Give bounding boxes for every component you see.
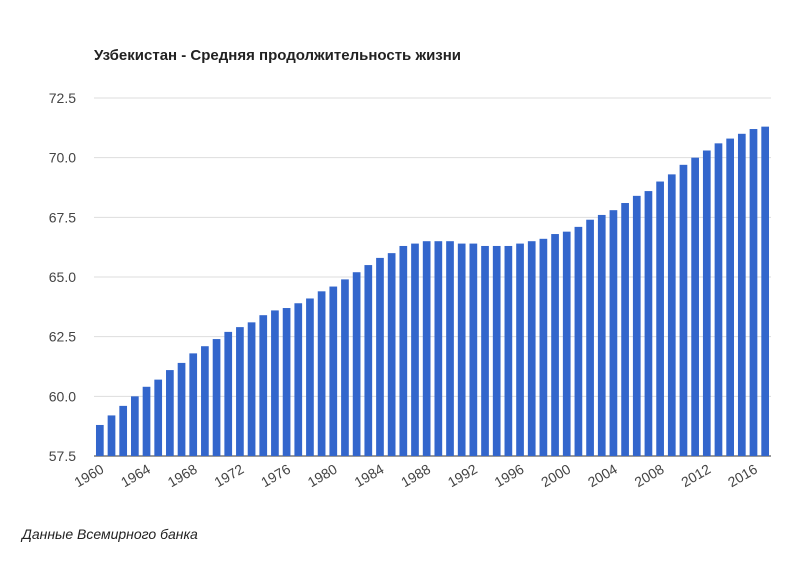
bar-2009: [667, 174, 676, 456]
bar-1995: [504, 245, 513, 456]
chart-title: Узбекистан - Средняя продолжительность ж…: [94, 47, 462, 64]
y-tick-label: 72.5: [49, 90, 76, 106]
x-tick-label: 1976: [258, 461, 293, 491]
bar-1991: [457, 243, 466, 456]
bar-1998: [539, 238, 548, 456]
bar-1966: [166, 370, 174, 456]
bar-2007: [644, 191, 653, 456]
bar-1978: [306, 298, 314, 456]
bar-1963: [131, 396, 139, 456]
bar-2017: [761, 126, 770, 456]
bar-1988: [422, 241, 431, 456]
y-tick-label: 70.0: [49, 150, 76, 166]
bar-1986: [399, 245, 408, 456]
bar-1964: [142, 386, 151, 456]
bar-1968: [189, 353, 198, 456]
bar-1971: [224, 331, 233, 456]
bar-1965: [154, 379, 163, 456]
x-axis-tick-labels: 1960 1964 1968 1972 1976 1980 1984 1988 1992 1996…: [71, 461, 760, 491]
bar-2011: [691, 157, 699, 456]
bar-1970: [212, 339, 221, 456]
bar-2000: [562, 231, 571, 456]
bar-1997: [527, 241, 536, 456]
x-tick-label: 1964: [118, 461, 153, 491]
bar-1984: [376, 257, 384, 456]
x-tick-label: 2004: [585, 461, 620, 491]
x-tick-label: 1972: [211, 461, 246, 491]
data-source-note: Данные Всемирного банка: [22, 526, 198, 542]
bar-1987: [411, 243, 419, 456]
bar-2012: [702, 150, 711, 457]
x-tick-label: 1984: [351, 461, 386, 491]
bar-1999: [551, 234, 559, 456]
bar-2005: [621, 203, 629, 456]
x-tick-label: 2016: [725, 461, 760, 491]
bar-1976: [282, 308, 291, 456]
bar-1975: [271, 310, 279, 456]
bar-1961: [107, 415, 116, 456]
bar-1979: [317, 291, 326, 456]
bar-2015: [737, 133, 746, 457]
x-tick-label: 2000: [538, 461, 573, 491]
y-tick-label: 65.0: [49, 269, 76, 285]
x-tick-label: 2008: [632, 461, 667, 491]
bar-1977: [294, 303, 303, 456]
bar-2010: [679, 164, 688, 456]
y-tick-label: 62.5: [49, 329, 76, 345]
bar-1983: [364, 265, 373, 456]
bar-1960: [95, 424, 104, 456]
bar-1981: [341, 279, 349, 456]
x-tick-label: 1996: [492, 461, 527, 491]
bar-1990: [446, 241, 454, 456]
bar-2002: [586, 219, 594, 456]
bar-2014: [726, 138, 734, 456]
bar-1980: [329, 286, 338, 456]
bar-1989: [434, 241, 443, 456]
bar-1962: [119, 405, 128, 456]
bar-1974: [259, 315, 268, 456]
bars: [95, 126, 770, 457]
bar-2016: [749, 129, 758, 456]
bar-2003: [597, 214, 606, 456]
x-tick-label: 2012: [678, 461, 713, 491]
x-tick-label: 1980: [305, 461, 340, 491]
bar-1985: [387, 253, 396, 456]
x-tick-label: 1960: [71, 461, 106, 491]
bar-1967: [177, 362, 186, 456]
y-tick-label: 67.5: [49, 209, 76, 225]
bar-1993: [481, 245, 489, 456]
bar-1982: [352, 272, 361, 456]
x-tick-label: 1992: [445, 461, 480, 491]
bar-1972: [236, 327, 244, 456]
bar-1996: [516, 243, 524, 456]
y-tick-label: 57.5: [49, 448, 76, 464]
bar-2006: [632, 195, 641, 456]
y-axis-tick-labels: 57.5 60.0 62.5 65.0 67.5 70.0 72.5: [49, 90, 76, 464]
bar-2001: [574, 226, 583, 456]
y-tick-label: 60.0: [49, 388, 76, 404]
x-tick-label: 1968: [165, 461, 200, 491]
bar-1973: [247, 322, 256, 456]
bar-1994: [492, 245, 501, 456]
bar-2004: [609, 210, 618, 456]
x-tick-label: 1988: [398, 461, 433, 491]
bar-1992: [469, 243, 478, 456]
bar-2008: [656, 181, 664, 457]
bar-2013: [714, 143, 723, 456]
bar-1969: [201, 346, 209, 456]
